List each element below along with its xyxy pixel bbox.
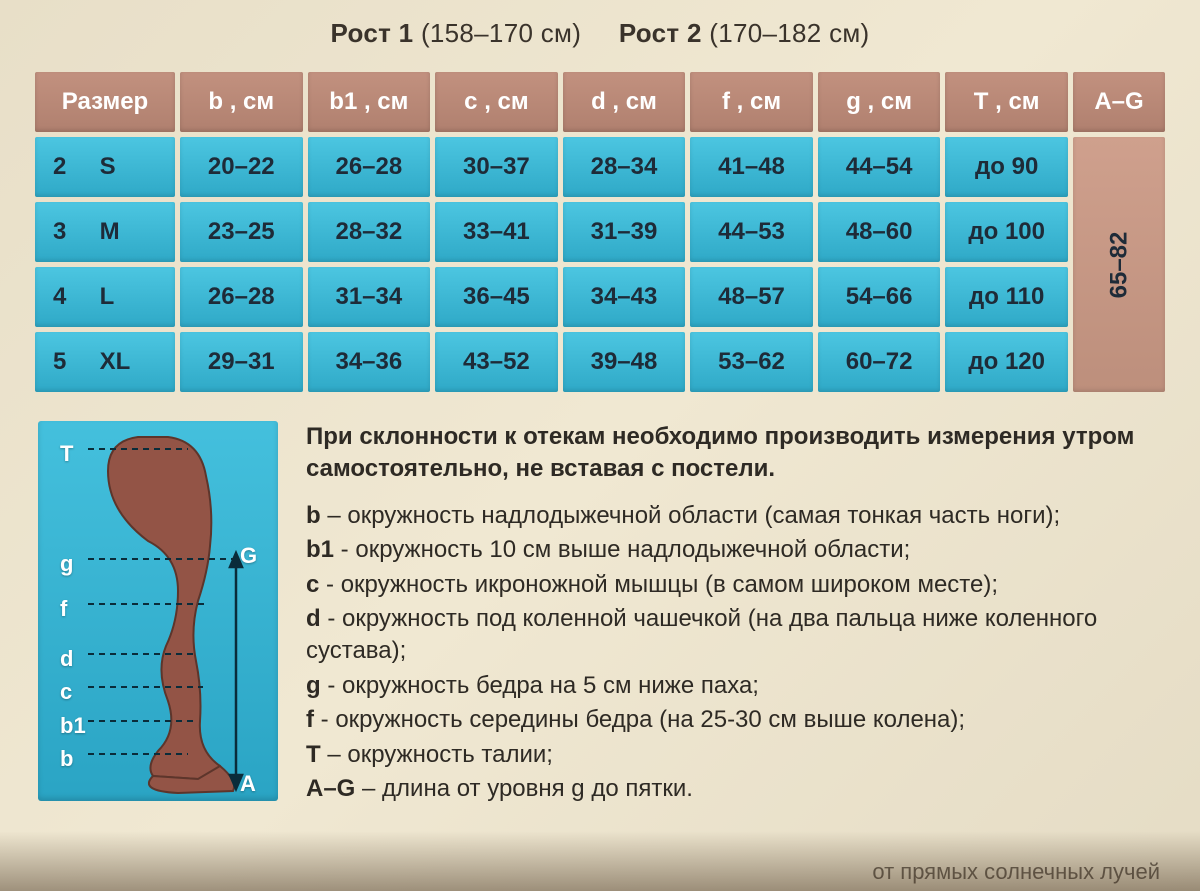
cell-value: 31–34 xyxy=(308,267,431,327)
cell-value: 36–45 xyxy=(435,267,558,327)
leg-diagram: Tgfdc b1 b G A xyxy=(38,421,278,801)
cell-value: 34–43 xyxy=(563,267,686,327)
cell-ag: 65–82 xyxy=(1073,137,1165,392)
cell-value: 34–36 xyxy=(308,332,431,392)
cell-value: до 100 xyxy=(945,202,1068,262)
cell-value: 44–54 xyxy=(818,137,941,197)
cell-value: до 90 xyxy=(945,137,1068,197)
cell-value: 20–22 xyxy=(180,137,303,197)
th-size: Размер xyxy=(35,72,175,132)
cell-size: 4 L xyxy=(35,267,175,327)
cell-value: 30–37 xyxy=(435,137,558,197)
height-title: Рост 1 (158–170 см) Рост 2 (170–182 см) xyxy=(30,18,1170,49)
th-b1: b1 , см xyxy=(308,72,431,132)
diagram-label-d: d xyxy=(60,646,73,672)
cell-value: до 110 xyxy=(945,267,1068,327)
table-row: 5 XL29–3134–3643–5239–4853–6260–72до 120 xyxy=(35,332,1165,392)
cell-value: 39–48 xyxy=(563,332,686,392)
size-table: Размер b , см b1 , см c , см d , см f , … xyxy=(30,67,1170,397)
diagram-label-b1: b1 xyxy=(60,713,86,739)
th-c: c , см xyxy=(435,72,558,132)
table-row: 4 L26–2831–3436–4534–4348–5754–66до 110 xyxy=(35,267,1165,327)
legend-item: g - окружность бедра на 5 см ниже паха; xyxy=(306,670,1170,702)
cell-value: 60–72 xyxy=(818,332,941,392)
cell-size: 2 S xyxy=(35,137,175,197)
diagram-label-T: T xyxy=(60,441,73,467)
cell-value: 26–28 xyxy=(308,137,431,197)
diagram-label-G: G xyxy=(240,543,257,569)
cell-value: 43–52 xyxy=(435,332,558,392)
diagram-label-A: A xyxy=(240,771,256,797)
legend-item: b1 - окружность 10 см выше надлодыжечной… xyxy=(306,534,1170,566)
cell-value: 28–34 xyxy=(563,137,686,197)
table-header-row: Размер b , см b1 , см c , см d , см f , … xyxy=(35,72,1165,132)
diagram-label-b: b xyxy=(60,746,73,772)
diagram-label-g: g xyxy=(60,551,73,577)
cell-value: 23–25 xyxy=(180,202,303,262)
cell-value: 48–60 xyxy=(818,202,941,262)
th-b: b , см xyxy=(180,72,303,132)
legend-item: T – окружность талии; xyxy=(306,739,1170,771)
cell-value: 54–66 xyxy=(818,267,941,327)
cell-value: 48–57 xyxy=(690,267,813,327)
th-ag: A–G xyxy=(1073,72,1165,132)
cell-value: 31–39 xyxy=(563,202,686,262)
cell-size: 3 M xyxy=(35,202,175,262)
cell-value: 33–41 xyxy=(435,202,558,262)
th-T: T , см xyxy=(945,72,1068,132)
cell-value: до 120 xyxy=(945,332,1068,392)
cell-value: 44–53 xyxy=(690,202,813,262)
legend-block: При склонности к отекам необходимо произ… xyxy=(306,421,1170,807)
cell-value: 41–48 xyxy=(690,137,813,197)
legend-item: d - окружность под коленной чашечкой (на… xyxy=(306,603,1170,668)
cell-size: 5 XL xyxy=(35,332,175,392)
legend-item: c - окружность икроножной мышцы (в самом… xyxy=(306,569,1170,601)
legend-item: f - окружность середины бедра (на 25-30 … xyxy=(306,704,1170,736)
th-d: d , см xyxy=(563,72,686,132)
table-row: 3 M23–2528–3233–4131–3944–5348–60до 100 xyxy=(35,202,1165,262)
diagram-label-f: f xyxy=(60,596,67,622)
cell-value: 29–31 xyxy=(180,332,303,392)
th-f: f , см xyxy=(690,72,813,132)
legend-item: b – окружность надлодыжечной области (са… xyxy=(306,500,1170,532)
cell-value: 53–62 xyxy=(690,332,813,392)
cell-value: 28–32 xyxy=(308,202,431,262)
diagram-label-c: c xyxy=(60,679,72,705)
legend-lead: При склонности к отекам необходимо произ… xyxy=(306,421,1170,486)
table-row: 2 S20–2226–2830–3728–3441–4844–54до 9065… xyxy=(35,137,1165,197)
cell-value: 26–28 xyxy=(180,267,303,327)
cutoff-text: от прямых солнечных лучей xyxy=(872,859,1160,885)
th-g: g , см xyxy=(818,72,941,132)
legend-item: A–G – длина от уровня g до пятки. xyxy=(306,773,1170,805)
